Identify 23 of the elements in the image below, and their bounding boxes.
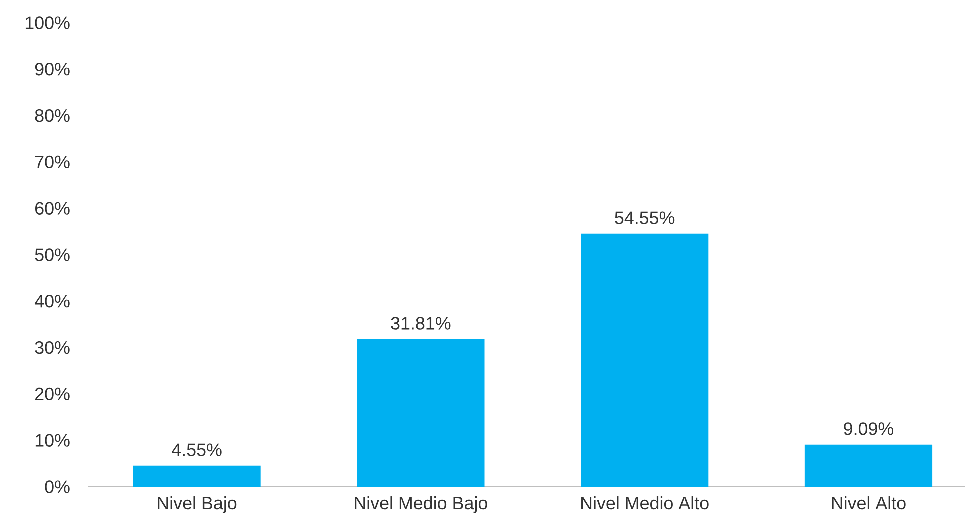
- y-tick-label: 50%: [35, 248, 70, 262]
- data-label: 54.55%: [615, 212, 675, 224]
- y-tick-label: 70%: [36, 156, 70, 169]
- x-tick-label: Nivel Alto: [832, 496, 906, 510]
- y-tick-label: 30%: [35, 341, 70, 354]
- bar: [357, 339, 485, 487]
- x-tick-label: Nivel Bajo: [158, 496, 237, 514]
- y-tick-label: 100%: [26, 16, 70, 30]
- x-tick-label: Nivel Medio Alto: [582, 496, 709, 510]
- bar: [804, 444, 933, 487]
- y-tick-label: 20%: [35, 388, 70, 401]
- y-tick-label: 10%: [36, 434, 70, 447]
- data-label: 4.55%: [172, 444, 222, 456]
- y-tick-label: 0%: [45, 480, 70, 494]
- y-tick-label: 90%: [35, 63, 70, 76]
- y-tick-label: 40%: [34, 295, 70, 308]
- data-label: 9.09%: [844, 422, 894, 436]
- y-tick-label: 60%: [35, 202, 70, 215]
- bar: [133, 466, 261, 487]
- bar: [581, 234, 709, 487]
- x-tick-label: Nivel Medio Bajo: [355, 496, 488, 514]
- y-tick-label: 80%: [35, 109, 70, 122]
- data-label: 31.81%: [391, 317, 451, 330]
